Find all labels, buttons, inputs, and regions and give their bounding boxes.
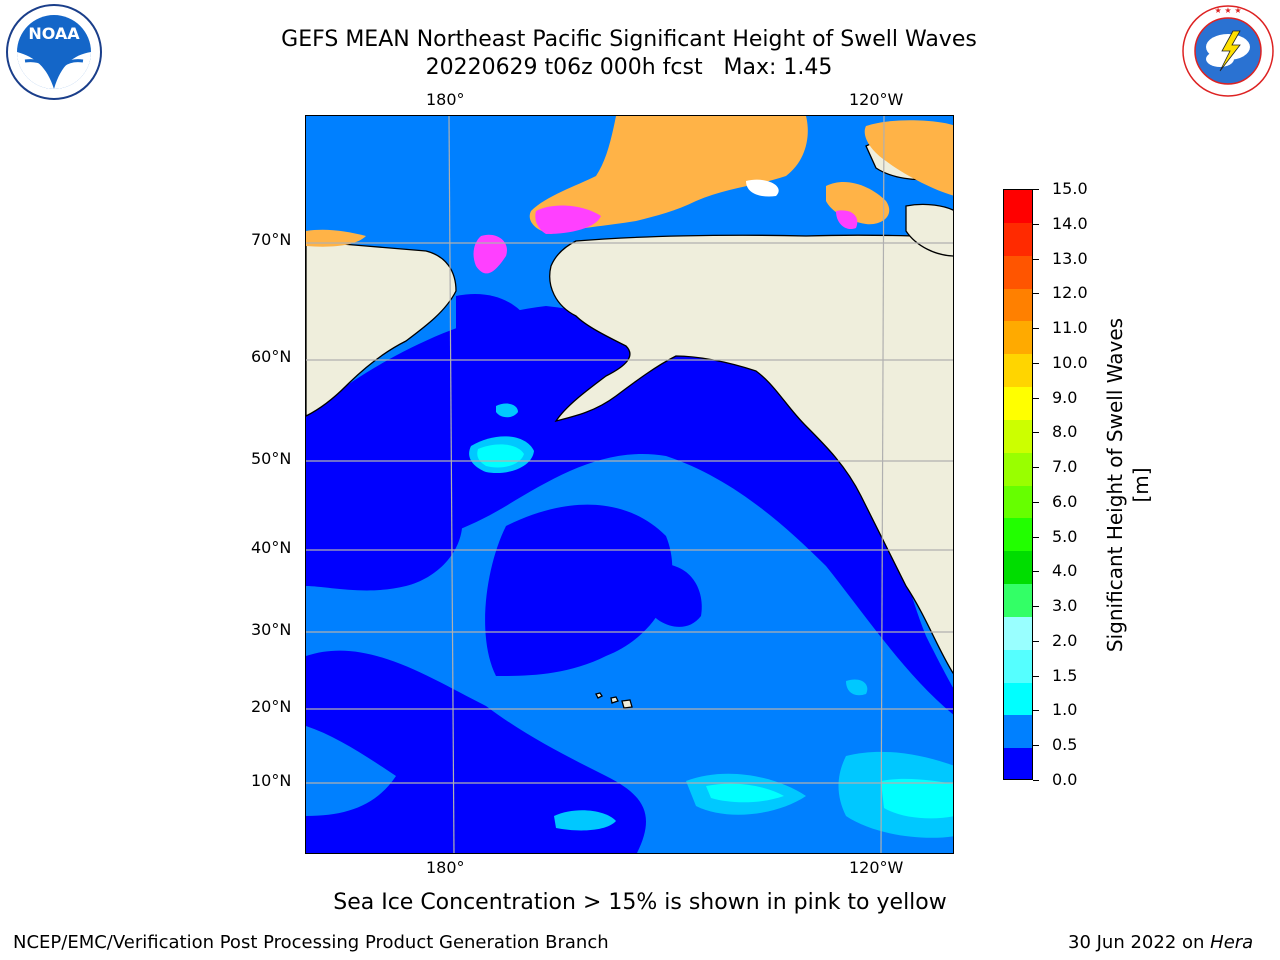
colorbar-tick-label: 9.0 bbox=[1052, 387, 1078, 407]
colorbar-segment bbox=[1004, 616, 1032, 651]
colorbar-tick-mark bbox=[1033, 675, 1039, 677]
colorbar-segment bbox=[1004, 584, 1032, 618]
sea-ice-regions bbox=[306, 116, 953, 274]
colorbar-tick-mark bbox=[1033, 745, 1039, 747]
colorbar-tick-label: 2.0 bbox=[1052, 630, 1078, 650]
colorbar-tick-mark bbox=[1033, 362, 1039, 364]
colorbar-segment bbox=[1004, 190, 1032, 224]
colorbar-segment bbox=[1004, 649, 1032, 683]
colorbar-tick-label: 5.0 bbox=[1052, 526, 1078, 546]
lat-tick-10n: 10°N bbox=[251, 771, 292, 790]
colorbar-tick-mark bbox=[1033, 640, 1039, 642]
colorbar-tick-label: 3.0 bbox=[1052, 596, 1078, 616]
colorbar-segment bbox=[1004, 222, 1032, 257]
footer-right: 30 Jun 2022 on Hera bbox=[1068, 932, 1253, 954]
colorbar-tick-mark bbox=[1033, 710, 1039, 712]
chart-title: GEFS MEAN Northeast Pacific Significant … bbox=[281, 27, 977, 52]
colorbar-tick-label: 1.5 bbox=[1052, 665, 1078, 685]
colorbar-segment bbox=[1004, 419, 1032, 454]
lon-tick-top-180: 180° bbox=[426, 90, 465, 109]
colorbar-tick-label: 13.0 bbox=[1052, 248, 1088, 268]
colorbar-segment bbox=[1004, 452, 1032, 486]
colorbar-tick-label: 15.0 bbox=[1052, 179, 1088, 198]
colorbar-segment bbox=[1004, 387, 1032, 421]
colorbar-tick-mark bbox=[1033, 571, 1039, 573]
colorbar-segment bbox=[1004, 715, 1032, 749]
swell-height-map bbox=[305, 115, 954, 854]
colorbar-segment bbox=[1004, 255, 1032, 289]
colorbar-segment bbox=[1004, 682, 1032, 716]
colorbar-segment bbox=[1004, 321, 1032, 355]
colorbar-tick-mark bbox=[1033, 328, 1039, 330]
svg-text:★ ★ ★: ★ ★ ★ bbox=[1214, 6, 1241, 15]
lat-tick-50n: 50°N bbox=[251, 449, 292, 468]
colorbar-tick-mark bbox=[1033, 432, 1039, 434]
colorbar-segment bbox=[1004, 485, 1032, 519]
colorbar-tick-mark bbox=[1033, 223, 1039, 225]
nws-logo: ★ ★ ★ bbox=[1178, 3, 1278, 99]
colorbar-tick-label: 12.0 bbox=[1052, 283, 1088, 303]
colorbar-segment bbox=[1004, 518, 1032, 552]
colorbar-segment bbox=[1004, 288, 1032, 322]
colorbar-tick-label: 8.0 bbox=[1052, 422, 1078, 442]
lon-tick-bottom-120w: 120°W bbox=[849, 858, 904, 877]
colorbar-segment bbox=[1004, 748, 1032, 779]
colorbar-tick-mark bbox=[1033, 501, 1039, 503]
lat-tick-60n: 60°N bbox=[251, 347, 292, 366]
colorbar-tick-mark bbox=[1033, 780, 1039, 781]
colorbar-tick-label: 14.0 bbox=[1052, 213, 1088, 233]
colorbar-tick-label: 10.0 bbox=[1052, 352, 1088, 372]
colorbar bbox=[1003, 189, 1033, 780]
colorbar-tick-mark bbox=[1033, 536, 1039, 538]
lon-tick-top-120w: 120°W bbox=[849, 90, 904, 109]
colorbar-tick-mark bbox=[1033, 258, 1039, 260]
colorbar-tick-label: 0.5 bbox=[1052, 735, 1078, 755]
colorbar-segment bbox=[1004, 354, 1032, 388]
colorbar-title: Significant Height of Swell Waves [m] bbox=[1103, 317, 1153, 653]
footer-date: 30 Jun 2022 on bbox=[1068, 932, 1211, 953]
lon-tick-bottom-180: 180° bbox=[426, 858, 465, 877]
sea-ice-note: Sea Ice Concentration > 15% is shown in … bbox=[333, 890, 947, 915]
chart-subtitle: 20220629 t06z 000h fcst Max: 1.45 bbox=[425, 55, 833, 80]
colorbar-tick-label: 0.0 bbox=[1052, 770, 1078, 789]
graticule bbox=[306, 116, 953, 853]
lat-tick-70n: 70°N bbox=[251, 230, 292, 249]
footer-host: Hera bbox=[1210, 932, 1254, 953]
footer-left: NCEP/EMC/Verification Post Processing Pr… bbox=[13, 932, 609, 953]
colorbar-tick-mark bbox=[1033, 606, 1039, 608]
noaa-logo-text: NOAA bbox=[28, 24, 80, 43]
colorbar-tick-mark bbox=[1033, 189, 1039, 190]
colorbar-tick-label: 6.0 bbox=[1052, 491, 1078, 511]
high-swell-regions bbox=[477, 444, 953, 819]
colorbar-segment bbox=[1004, 551, 1032, 585]
colorbar-tick-label: 1.0 bbox=[1052, 700, 1078, 720]
colorbar-tick-label: 11.0 bbox=[1052, 318, 1088, 338]
colorbar-tick-mark bbox=[1033, 467, 1039, 469]
lat-tick-30n: 30°N bbox=[251, 620, 292, 639]
colorbar-tick-mark bbox=[1033, 397, 1039, 399]
noaa-logo: NOAA bbox=[3, 3, 105, 101]
colorbar-tick-label: 7.0 bbox=[1052, 457, 1078, 477]
colorbar-tick-label: 4.0 bbox=[1052, 561, 1078, 581]
colorbar-tick-mark bbox=[1033, 293, 1039, 295]
lat-tick-20n: 20°N bbox=[251, 697, 292, 716]
lat-tick-40n: 40°N bbox=[251, 538, 292, 557]
